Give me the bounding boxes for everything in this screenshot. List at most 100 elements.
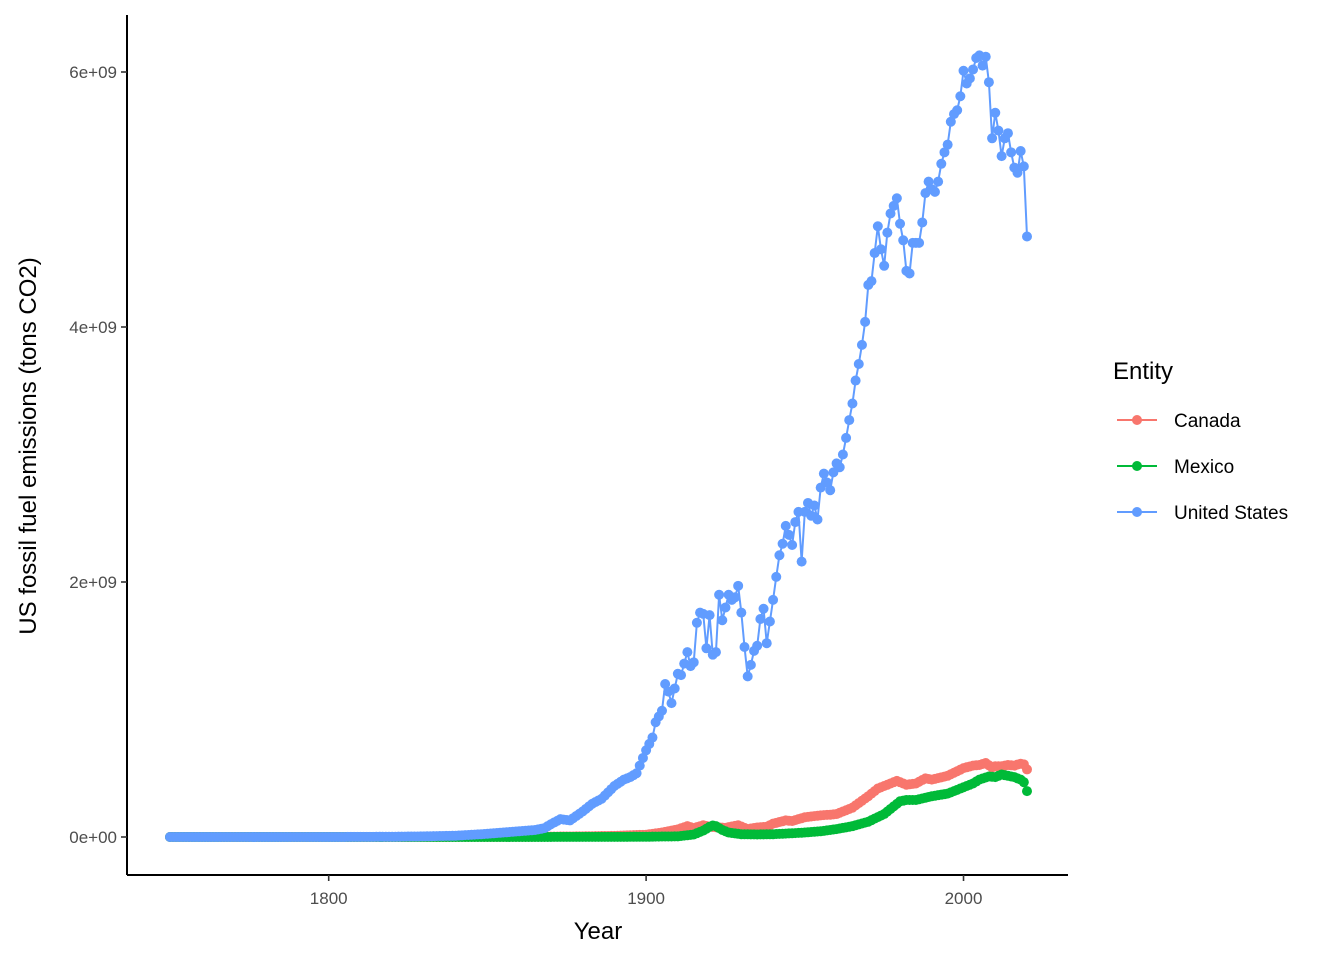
data-point-united-states — [904, 268, 915, 279]
legend: Entity Canada Mexico United States — [1113, 358, 1288, 524]
data-point-united-states — [888, 200, 899, 211]
legend-label: Canada — [1174, 411, 1241, 432]
data-point-united-states — [990, 107, 1001, 118]
data-point-united-states — [758, 603, 769, 614]
data-point-united-states — [771, 571, 782, 582]
data-point-united-states — [704, 610, 715, 621]
data-point-united-states — [866, 276, 877, 287]
data-point-united-states — [891, 193, 902, 204]
data-point-united-states — [733, 580, 744, 591]
data-point-united-states — [714, 589, 725, 600]
data-point-united-states — [710, 647, 721, 658]
legend-title: Entity — [1113, 358, 1173, 385]
data-point-united-states — [1012, 167, 1023, 178]
data-point-united-states — [764, 616, 775, 627]
data-point-united-states — [895, 218, 906, 229]
data-point-united-states — [914, 237, 925, 248]
data-point-united-states — [952, 105, 963, 116]
data-point-united-states — [701, 643, 712, 654]
x-tick-label: 2000 — [945, 889, 983, 908]
data-point-united-states — [631, 768, 642, 779]
data-point-united-states — [1002, 128, 1013, 139]
data-point-mexico — [1018, 777, 1029, 788]
data-point-united-states — [923, 176, 934, 187]
legend-item-united-states: United States — [1117, 503, 1288, 524]
data-point-united-states — [993, 125, 1004, 136]
data-point-united-states — [939, 147, 950, 158]
x-axis-title: Year — [574, 918, 623, 945]
data-point-united-states — [822, 477, 833, 488]
data-point-united-states — [739, 642, 750, 653]
data-point-united-states — [647, 732, 658, 743]
data-point-united-states — [875, 244, 886, 255]
legend-item-canada: Canada — [1117, 411, 1241, 432]
data-point-united-states — [882, 227, 893, 238]
legend-label: United States — [1174, 503, 1288, 524]
legend-label: Mexico — [1174, 457, 1234, 478]
data-point-united-states — [898, 235, 909, 246]
data-point-united-states — [841, 432, 852, 443]
legend-item-mexico: Mexico — [1117, 457, 1234, 478]
data-point-united-states — [809, 500, 820, 511]
x-tick-label: 1800 — [310, 889, 348, 908]
data-point-united-states — [755, 613, 766, 624]
y-axis-title: US fossil fuel emissions (tons CO2) — [15, 257, 42, 634]
legend-key-dot — [1132, 415, 1142, 425]
data-point-united-states — [917, 217, 928, 228]
data-point-united-states — [844, 415, 855, 426]
data-point-united-states — [996, 151, 1007, 162]
data-point-united-states — [752, 640, 763, 651]
data-point-united-states — [983, 77, 994, 88]
data-point-united-states — [777, 538, 788, 549]
data-point-united-states — [717, 615, 728, 626]
data-point-united-states — [977, 60, 988, 71]
data-point-united-states — [853, 358, 864, 369]
data-point-united-states — [980, 51, 991, 62]
data-point-united-states — [790, 517, 801, 528]
data-point-united-states — [669, 683, 680, 694]
legend-key-dot — [1132, 507, 1142, 517]
x-tick-label: 1900 — [627, 889, 665, 908]
y-tick-label: 0e+00 — [69, 828, 117, 847]
data-point-united-states — [964, 73, 975, 84]
series-line-united-states — [170, 53, 1028, 838]
data-point-united-states — [774, 550, 785, 561]
data-point-united-states — [955, 91, 966, 102]
data-point-united-states — [783, 529, 794, 540]
data-point-united-states — [691, 617, 702, 628]
data-point-united-states — [761, 638, 772, 649]
series-united-states — [165, 50, 1032, 842]
y-tick-label: 6e+09 — [69, 63, 117, 82]
data-point-united-states — [958, 65, 969, 76]
data-point-united-states — [872, 221, 883, 232]
data-point-united-states — [634, 760, 645, 771]
data-point-united-states — [968, 64, 979, 75]
data-point-united-states — [942, 139, 953, 150]
data-point-united-states — [834, 462, 845, 473]
data-point-united-states — [656, 705, 667, 716]
data-point-united-states — [787, 540, 798, 551]
data-point-united-states — [729, 592, 740, 603]
data-point-united-states — [850, 375, 861, 386]
axes: 0e+00 2e+09 4e+09 6e+09 1800 1900 2000 — [69, 15, 1068, 908]
data-point-canada — [1022, 764, 1032, 775]
data-point-united-states — [742, 671, 753, 682]
data-point-united-states — [1022, 231, 1032, 242]
data-point-united-states — [682, 647, 693, 658]
plot-area — [165, 50, 1032, 842]
data-point-united-states — [847, 398, 858, 409]
legend-key-dot — [1132, 461, 1142, 471]
data-point-united-states — [780, 520, 791, 531]
data-point-united-states — [933, 176, 944, 187]
data-point-united-states — [860, 316, 871, 327]
data-point-united-states — [660, 679, 671, 689]
data-point-united-states — [736, 607, 747, 618]
data-point-united-states — [885, 208, 896, 219]
data-point-united-states — [856, 339, 867, 350]
data-point-united-states — [1015, 146, 1026, 157]
data-point-united-states — [666, 698, 677, 709]
data-point-united-states — [879, 260, 890, 271]
data-point-united-states — [745, 659, 756, 670]
data-point-united-states — [812, 514, 823, 525]
